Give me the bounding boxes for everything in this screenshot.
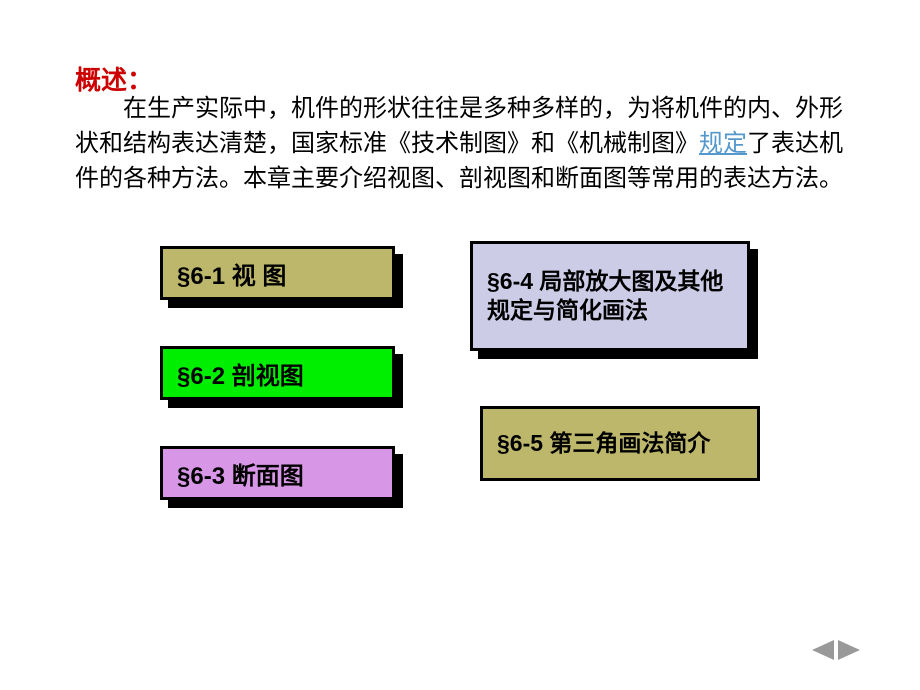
prev-arrow-icon[interactable] — [812, 640, 834, 660]
next-arrow-icon[interactable] — [838, 640, 860, 660]
btn-1-label: §6-1 视 图 — [160, 246, 395, 300]
btn-2-label: §6-2 剖视图 — [160, 346, 395, 400]
section-6-3-button[interactable]: §6-3 断面图 — [160, 446, 395, 500]
section-6-2-button[interactable]: §6-2 剖视图 — [160, 346, 395, 400]
decoration-dot — [407, 271, 415, 279]
section-6-5-button[interactable]: §6-5 第三角画法简介 — [480, 406, 760, 481]
btn-4-label: §6-4 局部放大图及其他规定与简化画法 — [470, 241, 750, 351]
btn-5-label: §6-5 第三角画法简介 — [480, 406, 760, 481]
section-6-4-button[interactable]: §6-4 局部放大图及其他规定与简化画法 — [470, 241, 750, 351]
section-6-1-button[interactable]: §6-1 视 图 — [160, 246, 395, 300]
overview-title: 概述： — [75, 65, 153, 95]
header-section: 概述： 在生产实际中，机件的形状往往是多种多样的，为将机件的内、外形状和结构表达… — [0, 0, 920, 196]
nav-arrows — [812, 640, 860, 660]
regulation-link[interactable]: 规定 — [699, 130, 747, 157]
overview-body: 在生产实际中，机件的形状往往是多种多样的，为将机件的内、外形状和结构表达清楚，国… — [75, 92, 845, 196]
btn-3-label: §6-3 断面图 — [160, 446, 395, 500]
